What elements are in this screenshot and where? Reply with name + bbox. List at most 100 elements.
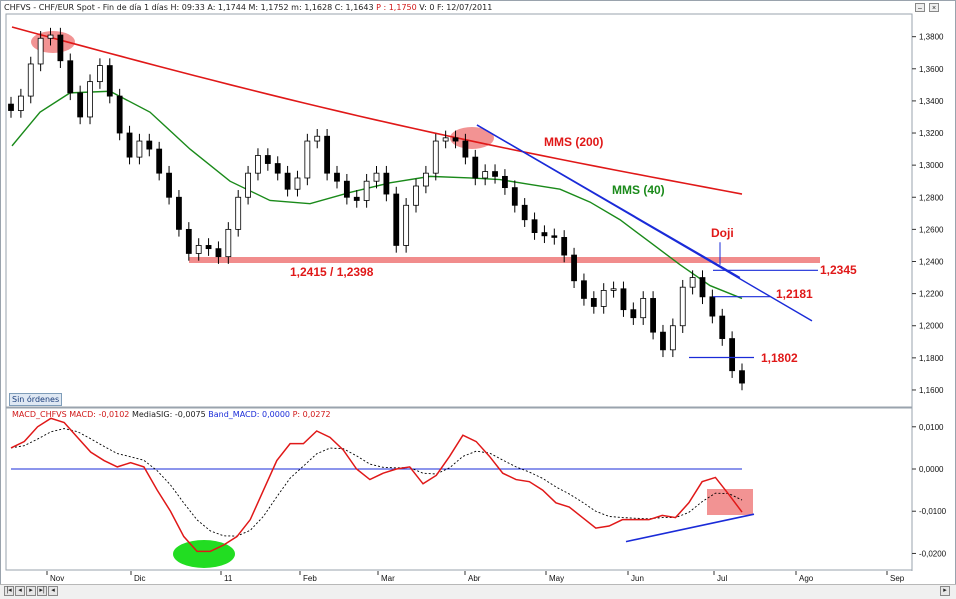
navigation-bar[interactable] (0, 584, 956, 599)
candle-body (324, 135, 331, 174)
candle-body (422, 172, 429, 187)
candle-body (531, 219, 538, 233)
candle-body (709, 296, 716, 317)
candle-body (67, 60, 74, 94)
candle-body (235, 196, 242, 230)
x-tick-label: May (549, 574, 564, 583)
annotation-labels-layer: MMS (200) MMS (40) Doji 1,2345 1,2181 1,1802 1… (290, 135, 857, 365)
candle-body (205, 245, 212, 250)
candle-body (97, 65, 103, 83)
macd-value: MACD: -0,0102 (69, 410, 130, 419)
header-price: P : 1,1750 (376, 3, 417, 12)
scroll-right-icon[interactable]: ▸ (940, 586, 950, 596)
trendlines-layer (476, 124, 818, 359)
level-1-1802-label: 1,1802 (761, 351, 798, 365)
candle-body (502, 175, 508, 189)
candle-body (729, 338, 736, 372)
price-tick-label: 1,3400 (919, 97, 944, 106)
close-button[interactable]: × (929, 3, 939, 12)
x-tick-label: Mar (381, 574, 395, 583)
price-tick-label: 1,2600 (919, 225, 944, 234)
candle-body (482, 171, 489, 179)
macd-tick-label: -0,0200 (919, 549, 947, 558)
mms200-line (11, 26, 743, 195)
time-x-axis: Nov Dic 11 Feb Mar Abr May Jun Jul Ago Sep (46, 571, 905, 583)
last-icon[interactable]: ▸| (37, 586, 47, 596)
support-band (189, 257, 820, 263)
candle-body (166, 172, 172, 198)
candle-body (719, 315, 726, 339)
first-icon[interactable]: |◂ (4, 586, 14, 596)
macd-tick-label: 0,0100 (919, 423, 944, 432)
candle-body (77, 92, 84, 118)
candle-body (225, 228, 232, 258)
candle-body (472, 156, 479, 179)
candle-body (176, 196, 182, 230)
candle-body (669, 325, 676, 351)
candle-body (660, 331, 666, 351)
candle-body (136, 140, 143, 158)
level-1-2181-label: 1,2181 (776, 287, 813, 301)
candle-body (630, 309, 637, 319)
price-tick-label: 1,1800 (919, 354, 944, 363)
x-tick-label: Jun (631, 574, 644, 583)
candle-body (47, 34, 54, 39)
header-high: M: 1,1752 (248, 3, 289, 12)
orders-button[interactable]: Sin órdenes (9, 393, 63, 406)
candle-body (571, 254, 577, 282)
header-close: C: 1,1643 (334, 3, 374, 12)
candle-body (304, 140, 311, 179)
candle-body (8, 103, 14, 111)
chart-header: CHFVS - CHF/EUR Spot - Fin de día 1 días… (4, 3, 492, 12)
macd-peak-highlight (707, 489, 753, 515)
header-date: F: 12/07/2011 (436, 3, 493, 12)
candle-body (245, 172, 251, 198)
price-tick-label: 1,3600 (919, 65, 944, 74)
candle-body (511, 187, 518, 206)
candle-body (215, 248, 222, 258)
mms40-line (11, 90, 743, 300)
macd-trendline (625, 513, 755, 543)
macd-band-value: Band_MACD: 0,0000 (208, 410, 291, 419)
candles-layer (8, 27, 745, 391)
candle-body (343, 180, 350, 198)
mms200-label: MMS (200) (544, 135, 603, 149)
candle-body (403, 204, 410, 246)
candle-body (146, 140, 153, 150)
support-level-label: 1,2415 / 1,2398 (290, 265, 374, 279)
candle-body (37, 37, 44, 65)
price-tick-label: 1,2200 (919, 290, 944, 299)
symbol-title: CHFVS - CHF/EUR Spot - Fin de día 1 días (4, 3, 168, 12)
scroll-left-icon[interactable]: ◂ (48, 586, 58, 596)
inner-trendline (476, 124, 741, 279)
price-tick-label: 1,1600 (919, 386, 944, 395)
macd-tick-label: 0,0000 (919, 465, 944, 474)
candle-body (581, 280, 587, 299)
candle-body (116, 95, 123, 134)
candle-body (353, 196, 360, 201)
macd-tick-label: -0,0100 (919, 507, 947, 516)
candle-body (561, 237, 568, 256)
x-tick-label: Jul (717, 574, 727, 583)
price-y-axis: 1,3800 1,3600 1,3400 1,3200 1,3000 1,2800 1,26… (912, 33, 944, 395)
price-tick-label: 1,3200 (919, 129, 944, 138)
x-tick-label: Sep (890, 574, 905, 583)
candle-body (57, 34, 64, 62)
candle-body (393, 193, 400, 246)
candle-body (610, 288, 617, 291)
candle-body (462, 140, 469, 158)
candle-body (373, 172, 380, 182)
macd-panel-frame (5, 407, 913, 571)
macd-p-value: P: 0,0272 (292, 410, 331, 419)
candle-body (87, 81, 93, 118)
candle-body (600, 290, 607, 307)
prev-icon[interactable]: ◂ (15, 586, 25, 596)
minimize-button[interactable]: – (915, 3, 925, 12)
candle-body (185, 228, 192, 254)
next-icon[interactable]: ▸ (26, 586, 36, 596)
price-panel-frame (5, 13, 913, 408)
candle-body (541, 232, 548, 237)
price-tick-label: 1,3800 (919, 33, 944, 42)
doji-label: Doji (711, 226, 734, 240)
candle-body (284, 172, 291, 190)
